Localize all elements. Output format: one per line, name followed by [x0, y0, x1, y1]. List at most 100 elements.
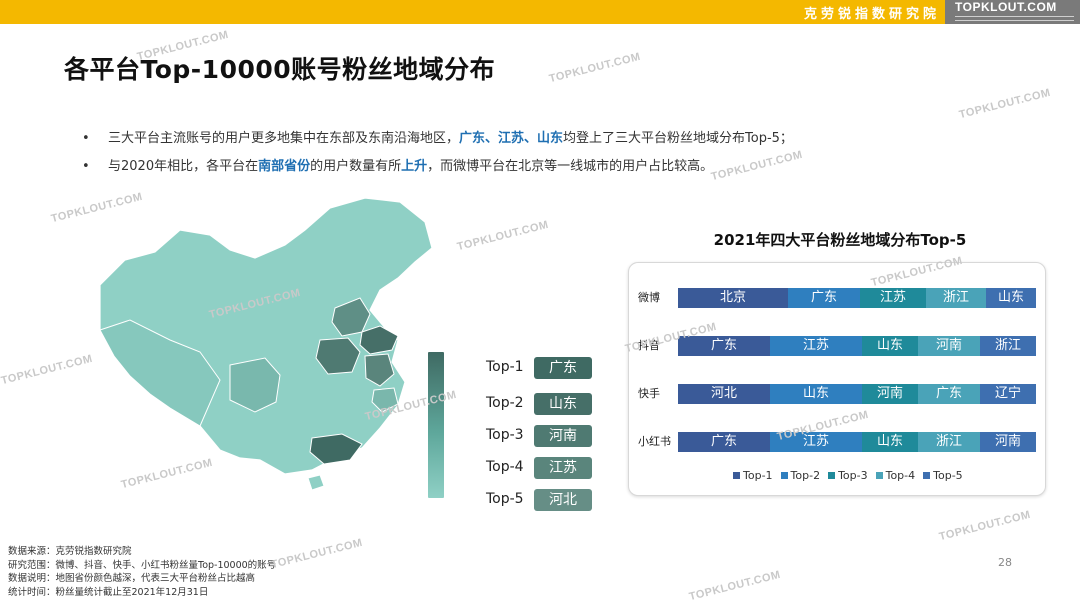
bullet-dot: •: [82, 131, 90, 146]
legend-swatch: [875, 472, 883, 479]
chart-segment-top-5: 河南: [980, 432, 1036, 452]
brand-logo-underline: [955, 16, 1074, 21]
chart-row-bars: 北京 广东 江苏 浙江 山东: [678, 288, 1036, 308]
footnote-source: 数据来源：克劳锐指数研究院: [8, 546, 132, 557]
legend-label: Top-5: [933, 469, 963, 482]
watermark: TOPKLOUT.COM: [455, 218, 550, 254]
rank-label: Top-2: [486, 395, 524, 411]
chart-segment-top-3: 山东: [862, 336, 918, 356]
map-hainan-island: [307, 474, 325, 491]
chart-segment-top-3: 河南: [862, 384, 918, 404]
rank-item: Top-5 河北: [486, 489, 606, 511]
map-color-scale: [428, 352, 444, 498]
brand-logo: TOPKLOUT.COM: [945, 0, 1080, 24]
page-number: 28: [998, 556, 1012, 569]
legend-swatch: [923, 472, 931, 479]
bullet-1-highlight: 广东、江苏、山东: [459, 131, 564, 146]
legend-item: Top-3: [828, 469, 868, 482]
chart-segment-top-3: 江苏: [860, 288, 926, 308]
footnote-scope: 研究范围：微博、抖音、快手、小红书粉丝量Top-10000的账号: [8, 559, 277, 571]
legend-label: Top-4: [885, 469, 916, 482]
legend-label: Top-3: [838, 469, 868, 482]
watermark: TOPKLOUT.COM: [937, 508, 1032, 544]
watermark: TOPKLOUT.COM: [687, 568, 782, 604]
footnote-note: 数据说明：地图省份颜色越深，代表三大平台粉丝占比越高: [8, 573, 256, 584]
legend-swatch: [828, 472, 836, 479]
legend-item: Top-4: [875, 469, 916, 482]
map-zhejiang-region: [371, 387, 399, 413]
legend-label: Top-1: [743, 469, 773, 482]
bullet-item-1: • 三大平台主流账号的用户更多地集中在东部及东南沿海地区，广东、江苏、山东均登上…: [82, 130, 793, 148]
bullet-dot: •: [82, 159, 90, 174]
chart-segment-top-4: 浙江: [926, 288, 986, 308]
map-sichuan-region: [229, 357, 281, 413]
rank-item: Top-2 山东: [486, 393, 606, 415]
bullet-2-highlight-1: 南部省份: [258, 159, 311, 174]
legend-item: Top-1: [733, 469, 773, 482]
watermark: TOPKLOUT.COM: [957, 86, 1052, 122]
bullet-2-highlight-2: 上升: [401, 159, 428, 174]
legend-swatch: [733, 472, 740, 479]
chart-segment-top-2: 江苏: [770, 432, 862, 452]
chart-segment-top-1: 北京: [678, 288, 788, 308]
chart-row-bars: 河北 山东 河南 广东 辽宁: [678, 384, 1036, 404]
rank-province: 江苏: [534, 457, 592, 479]
rank-item: Top-4 江苏: [486, 457, 606, 479]
map-jiangsu-region: [364, 353, 395, 387]
chart-row-kuaishou: 快手 河北 山东 河南 广东 辽宁: [638, 384, 1038, 406]
xiaohongshu-icon: 小红书: [638, 435, 671, 448]
chart-segment-top-5: 浙江: [980, 336, 1036, 356]
chart-row-xiaohongshu: 小红书 广东 江苏 山东 浙江 河南: [638, 432, 1038, 454]
chart-row-bars: 广东 江苏 山东 浙江 河南: [678, 432, 1036, 452]
chart-legend: Top-1 Top-2 Top-3 Top-4 Top-5: [733, 469, 971, 482]
chart-segment-top-2: 广东: [788, 288, 860, 308]
chart-segment-top-5: 山东: [986, 288, 1036, 308]
rank-label: Top-4: [486, 459, 524, 475]
weibo-icon: 微博: [638, 291, 660, 304]
map-henan-region: [315, 337, 361, 375]
chart-row-weibo: 微博 北京 广东 江苏 浙江 山东: [638, 288, 1038, 310]
footnotes: 数据来源：克劳锐指数研究院 研究范围：微博、抖音、快手、小红书粉丝量Top-10…: [8, 545, 276, 599]
chart-segment-top-4: 河南: [918, 336, 980, 356]
map-shandong-region: [359, 325, 399, 355]
bullet-2-mid: 的用户数量有所: [310, 159, 402, 174]
chart-title: 2021年四大平台粉丝地域分布Top-5: [713, 231, 967, 249]
map-guangdong-region: [309, 433, 363, 465]
rank-item: Top-1 广东: [486, 357, 606, 379]
chart-segment-top-5: 辽宁: [980, 384, 1036, 404]
page-title: 各平台Top-10000账号粉丝地域分布: [64, 55, 496, 84]
chart-row-douyin: 抖音 广东 江苏 山东 河南 浙江: [638, 336, 1038, 358]
watermark: TOPKLOUT.COM: [547, 50, 642, 86]
legend-item: Top-2: [780, 469, 821, 482]
institute-name: 克劳锐指数研究院: [803, 7, 940, 22]
kuaishou-icon: 快手: [638, 387, 660, 400]
footnote-time: 统计时间：粉丝量统计截止至2021年12月31日: [8, 586, 209, 598]
chart-row-bars: 广东 江苏 山东 河南 浙江: [678, 336, 1036, 356]
legend-label: Top-2: [790, 469, 821, 482]
bullet-2-pre: 与2020年相比，各平台在: [108, 159, 259, 174]
chart-segment-top-4: 广东: [918, 384, 980, 404]
chart-segment-top-1: 河北: [678, 384, 770, 404]
rank-province: 河北: [534, 489, 592, 511]
legend-swatch: [780, 472, 788, 479]
watermark: TOPKLOUT.COM: [269, 536, 364, 572]
rank-label: Top-3: [486, 427, 524, 443]
top-bar: 克劳锐指数研究院 TOPKLOUT.COM: [0, 0, 1080, 24]
legend-item: Top-5: [923, 469, 963, 482]
rank-province: 广东: [534, 357, 592, 379]
map-tibet-region: [99, 319, 221, 427]
bullet-item-2: • 与2020年相比，各平台在南部省份的用户数量有所上升，而微博平台在北京等一线…: [82, 158, 793, 176]
rank-province: 山东: [534, 393, 592, 415]
rank-label: Top-5: [486, 491, 524, 507]
chart-segment-top-2: 山东: [770, 384, 862, 404]
bullet-list: • 三大平台主流账号的用户更多地集中在东部及东南沿海地区，广东、江苏、山东均登上…: [82, 130, 793, 186]
brand-logo-text: TOPKLOUT.COM: [955, 0, 1057, 14]
bullet-1-pre: 三大平台主流账号的用户更多地集中在东部及东南沿海地区，: [108, 131, 460, 146]
chart-segment-top-1: 广东: [678, 432, 770, 452]
bullet-1-post: 均登上了三大平台粉丝地域分布Top-5；: [563, 131, 793, 146]
chart-segment-top-1: 广东: [678, 336, 770, 356]
rank-province: 河南: [534, 425, 592, 447]
chart-segment-top-4: 浙江: [918, 432, 980, 452]
chart-segment-top-2: 江苏: [770, 336, 862, 356]
rank-item: Top-3 河南: [486, 425, 606, 447]
